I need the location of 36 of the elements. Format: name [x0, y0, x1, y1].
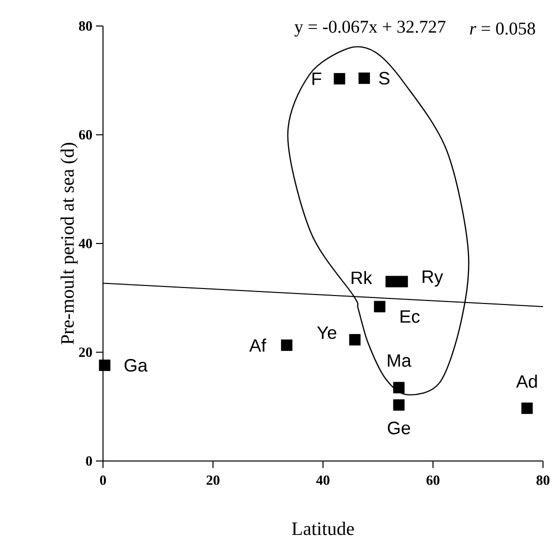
point — [358, 72, 370, 84]
annotation: Ad — [516, 374, 537, 388]
point — [385, 276, 397, 288]
x-axis-title: Latitude — [292, 522, 354, 536]
annotation: Af — [249, 338, 266, 352]
point — [334, 73, 346, 84]
y-tick-label: 20 — [79, 348, 92, 357]
point — [393, 382, 405, 394]
annotation: S — [379, 72, 390, 85]
point — [396, 276, 408, 288]
point — [349, 334, 361, 346]
point — [521, 402, 533, 414]
point — [98, 360, 110, 371]
annotation: Ge — [388, 422, 410, 434]
y-tick-label: 0 — [86, 456, 92, 466]
annotation: r = 0.058 — [470, 22, 536, 35]
annotation: Ec — [400, 310, 420, 323]
point — [281, 339, 292, 351]
point — [393, 399, 405, 411]
x-tick-label: 80 — [536, 476, 550, 485]
x-tick-label: 40 — [316, 476, 330, 485]
annotation: y = -0.067x + 32.727 — [294, 20, 446, 37]
x-tick-label: 20 — [206, 476, 220, 485]
y-axis-title: Pre-moult period at sea (d) — [60, 142, 78, 344]
annotation: Ma — [388, 354, 412, 367]
y-tick-label: 40 — [78, 238, 92, 248]
y-tick-label: 60 — [79, 130, 92, 140]
annotation: F — [312, 72, 322, 85]
y-tick-label: 80 — [79, 21, 92, 31]
point — [374, 300, 386, 312]
x-tick-label: 0 — [100, 476, 106, 485]
annotation: Ry — [422, 270, 444, 287]
annotation: Ye — [317, 326, 336, 339]
annotation: Ga — [124, 358, 148, 372]
annotation: Rk — [352, 271, 372, 284]
x-tick-label: 60 — [426, 476, 440, 485]
